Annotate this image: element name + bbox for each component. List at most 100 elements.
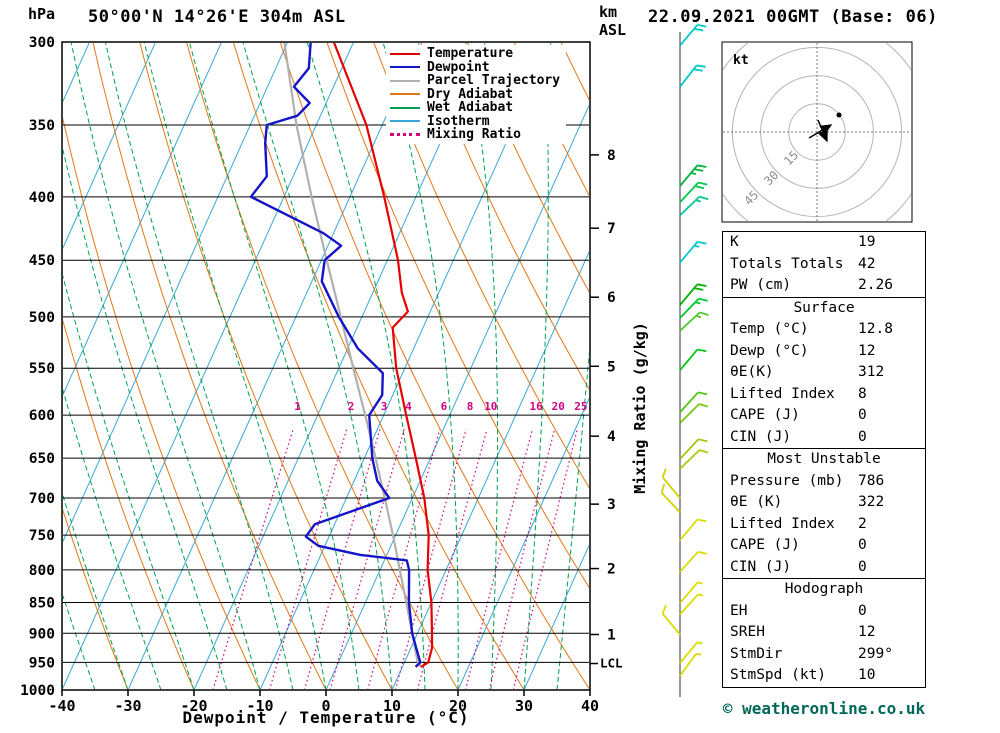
info-label: StmSpd (kt)	[730, 667, 827, 683]
legend-swatch-mixing-ratio	[390, 133, 420, 137]
copyright: © weatheronline.co.uk	[722, 699, 926, 718]
legend-label: Dewpoint	[427, 59, 490, 75]
wind-barb	[679, 550, 708, 573]
mixing-ratio-value-labels: 1 2 3 4 6 8 10 16 20 25	[294, 400, 587, 413]
pressure-tick-label: 800	[29, 563, 55, 579]
info-row-lifted-index: Lifted Index 2	[723, 514, 925, 536]
info-row-cin-j: CIN (J) 0	[723, 557, 925, 579]
wind-barb	[679, 391, 708, 414]
info-label: CIN (J)	[730, 428, 792, 445]
info-label: SREH	[730, 624, 765, 640]
wind-barb	[679, 449, 709, 470]
pressure-tick-label: 550	[29, 361, 55, 377]
info-label: K	[730, 234, 739, 250]
legend-label: Wet Adiabat	[427, 100, 514, 116]
svg-text:25: 25	[574, 400, 587, 413]
wind-barb-column	[660, 24, 709, 697]
legend-item-dewpoint: Dewpoint	[390, 59, 560, 75]
info-value: 312	[858, 364, 885, 380]
datetime-title: 22.09.2021 00GMT (Base: 06)	[648, 7, 938, 27]
wind-barb	[679, 241, 707, 264]
temp-tick-label: -30	[114, 697, 141, 715]
info-row-lifted-index: Lifted Index 8	[723, 384, 925, 406]
svg-text:8: 8	[467, 400, 474, 413]
svg-text:3: 3	[381, 400, 388, 413]
km-level-label: 4	[607, 429, 616, 445]
info-label: Temp (°C)	[730, 321, 809, 337]
info-row-cin-j: CIN (J) 0	[723, 427, 925, 449]
pressure-tick-labels: 300 350 400 450 500 550 600 650 700 750 800 850 900 9…	[20, 35, 55, 699]
pressure-tick-label: 450	[29, 253, 55, 269]
info-value: 42	[858, 255, 876, 272]
hodograph-unit-label: kt	[733, 53, 749, 68]
info-label: θE(K)	[730, 364, 774, 380]
km-unit-line1: km	[599, 3, 618, 21]
temp-tick-label: 40	[581, 697, 599, 715]
info-row-eh: EH 0	[723, 601, 925, 623]
pressure-tick-label: 850	[29, 596, 55, 612]
info-box-hodograph: Hodograph EH 0 SREH 12 StmDir 299° StmSpd (kt) 1…	[722, 578, 926, 688]
info-label: θE (K)	[730, 494, 783, 510]
svg-text:10: 10	[484, 400, 497, 413]
temp-tick-label: 20	[449, 697, 467, 715]
info-label: EH	[730, 602, 748, 619]
svg-text:2: 2	[348, 400, 355, 413]
info-row-e-k: θE(K) 312	[723, 362, 925, 384]
temp-tick-label: -20	[180, 697, 207, 715]
info-box-title: Most Unstable	[767, 451, 881, 467]
wind-barb	[679, 164, 707, 187]
info-label: Lifted Index	[730, 385, 835, 402]
info-value: 0	[858, 537, 867, 553]
info-row-pressure-mb: Pressure (mb) 786	[723, 471, 925, 493]
wind-barb	[660, 483, 681, 514]
info-row-cape-j: CAPE (J) 0	[723, 405, 925, 427]
wind-barb	[679, 64, 706, 88]
temperature-curve	[333, 43, 434, 668]
info-row-stmspd-kt: StmSpd (kt) 10	[723, 665, 925, 687]
info-value: 322	[858, 494, 885, 510]
pressure-tick-label: 650	[29, 451, 55, 467]
x-axis-title: Dewpoint / Temperature (°C)	[182, 708, 470, 727]
legend-label: Dry Adiabat	[427, 86, 514, 102]
legend-swatch-parcel-trajectory	[390, 79, 420, 82]
info-value: 12	[858, 342, 876, 359]
info-row-e-k: θE (K) 322	[723, 492, 925, 514]
info-row-sreh: SREH 12	[723, 622, 925, 644]
pressure-tick-label: 600	[29, 408, 55, 424]
wind-barb	[679, 641, 703, 664]
legend-item-parcel-trajectory: Parcel Trajectory	[390, 73, 560, 88]
wind-barb	[679, 348, 707, 371]
km-level-label: 6	[607, 290, 616, 306]
wind-barb	[679, 593, 704, 616]
km-level-label: 3	[607, 497, 616, 513]
info-label: Lifted Index	[730, 515, 835, 532]
wind-barb	[679, 195, 709, 217]
svg-text:1: 1	[294, 400, 301, 413]
wind-barb	[679, 438, 708, 460]
legend-swatch-dewpoint	[390, 66, 420, 69]
temp-tick-label: 0	[321, 697, 330, 715]
info-box-title: Hodograph	[784, 581, 864, 597]
wind-barb	[679, 181, 708, 203]
legend-label: Temperature	[427, 46, 514, 62]
temp-tick-label: -10	[246, 697, 273, 715]
legend-item-isotherm: Isotherm	[390, 114, 560, 129]
isotherm-lines	[63, 43, 589, 689]
info-row-pw-cm: PW (cm) 2.26	[723, 275, 925, 297]
info-value: 8	[858, 385, 867, 402]
legend-item-wet-adiabat: Wet Adiabat	[390, 100, 560, 116]
wind-barb	[679, 581, 703, 604]
info-value: 2	[858, 515, 867, 532]
info-row-k: K 19	[723, 232, 925, 254]
info-box-surface: Surface Temp (°C) 12.8 Dewp (°C) 12 θE(K) 312 L…	[722, 296, 926, 449]
info-value: 299°	[858, 645, 893, 662]
km-level-label: 5	[607, 359, 616, 375]
wind-barb	[661, 468, 681, 499]
mixing-ratio-lines	[212, 429, 578, 689]
svg-text:20: 20	[552, 400, 565, 413]
info-label: CAPE (J)	[730, 537, 800, 553]
km-level-label: 1	[607, 627, 616, 643]
dewpoint-curve	[249, 43, 422, 668]
